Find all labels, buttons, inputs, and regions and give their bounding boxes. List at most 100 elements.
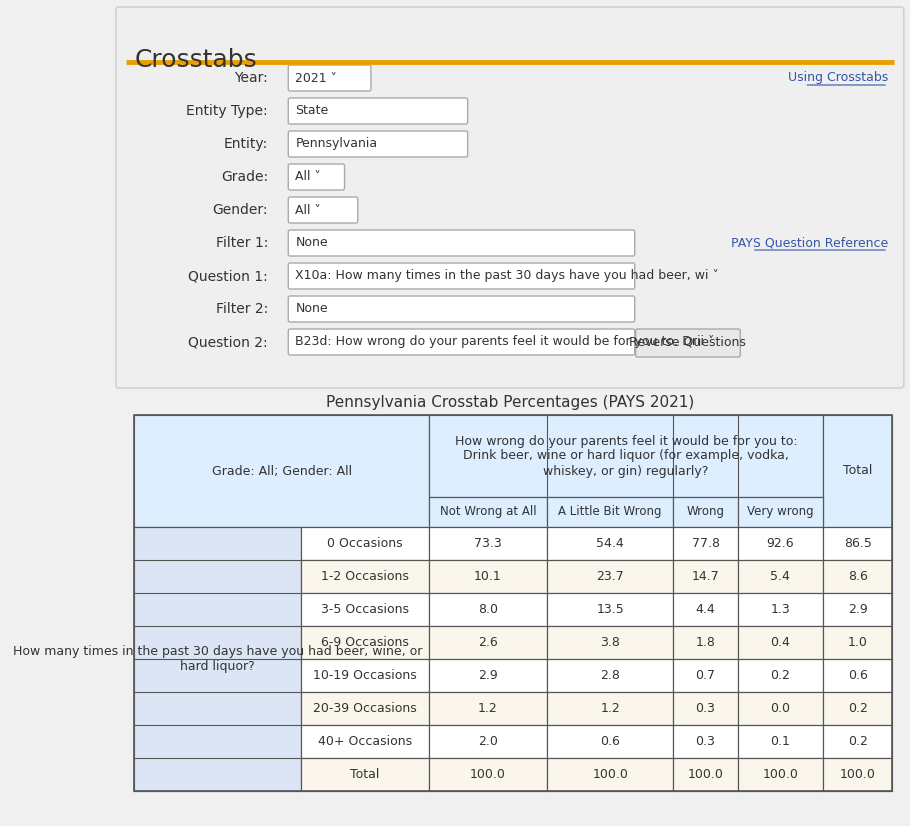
Text: Grade: All; Gender: All: Grade: All; Gender: All — [212, 464, 352, 477]
Text: How wrong do your parents feel it would be for you to:
Drink beer, wine or hard : How wrong do your parents feel it would … — [455, 434, 797, 477]
Bar — [300, 725, 429, 758]
Text: Total: Total — [350, 768, 379, 781]
Text: Filter 1:: Filter 1: — [216, 236, 268, 250]
Text: 3.8: 3.8 — [601, 636, 620, 649]
Bar — [429, 497, 547, 527]
Text: 0.2: 0.2 — [771, 669, 790, 682]
Text: Total: Total — [843, 464, 873, 477]
FancyBboxPatch shape — [116, 7, 904, 388]
Text: 2.9: 2.9 — [848, 603, 867, 616]
Text: B23d: How wrong do your parents feel it would be for you to: Drii ˅: B23d: How wrong do your parents feel it … — [296, 335, 714, 349]
Bar — [300, 626, 429, 659]
Bar — [429, 659, 547, 692]
Text: 1.2: 1.2 — [601, 702, 620, 715]
Bar — [547, 527, 673, 560]
Bar — [673, 725, 738, 758]
Bar — [547, 560, 673, 593]
Text: Entity:: Entity: — [224, 137, 268, 151]
Text: State: State — [296, 105, 329, 117]
Bar — [673, 626, 738, 659]
Text: 3-5 Occasions: 3-5 Occasions — [320, 603, 409, 616]
Text: 77.8: 77.8 — [692, 537, 720, 550]
Text: 0.7: 0.7 — [695, 669, 715, 682]
Text: Pennsylvania Crosstab Percentages (PAYS 2021): Pennsylvania Crosstab Percentages (PAYS … — [326, 395, 694, 410]
Text: 13.5: 13.5 — [596, 603, 624, 616]
Text: Reverse Questions: Reverse Questions — [629, 335, 746, 349]
FancyBboxPatch shape — [288, 98, 468, 124]
Bar — [738, 626, 823, 659]
Bar — [429, 415, 823, 497]
FancyBboxPatch shape — [635, 329, 740, 357]
Text: 0.6: 0.6 — [601, 735, 620, 748]
Text: Grade:: Grade: — [221, 170, 268, 184]
Bar — [738, 725, 823, 758]
Text: 2.0: 2.0 — [478, 735, 498, 748]
Bar — [673, 497, 738, 527]
Bar — [738, 560, 823, 593]
Text: 10-19 Occasions: 10-19 Occasions — [313, 669, 417, 682]
FancyBboxPatch shape — [288, 329, 635, 355]
Bar — [547, 626, 673, 659]
Bar — [547, 725, 673, 758]
Bar — [823, 560, 893, 593]
FancyBboxPatch shape — [288, 263, 635, 289]
Text: 100.0: 100.0 — [592, 768, 628, 781]
Bar — [738, 593, 823, 626]
Text: 1-2 Occasions: 1-2 Occasions — [321, 570, 409, 583]
Text: 8.0: 8.0 — [478, 603, 498, 616]
Bar — [300, 593, 429, 626]
FancyBboxPatch shape — [288, 65, 371, 91]
Bar — [135, 527, 300, 791]
Text: 0.0: 0.0 — [770, 702, 790, 715]
FancyBboxPatch shape — [288, 131, 468, 157]
Bar — [429, 725, 547, 758]
Text: 0.2: 0.2 — [848, 735, 867, 748]
Bar — [823, 758, 893, 791]
Bar — [429, 560, 547, 593]
Bar — [547, 692, 673, 725]
Bar — [673, 527, 738, 560]
Bar — [738, 758, 823, 791]
Text: 0.4: 0.4 — [771, 636, 790, 649]
Text: 14.7: 14.7 — [692, 570, 720, 583]
Text: 1.0: 1.0 — [848, 636, 867, 649]
Bar — [823, 692, 893, 725]
Text: None: None — [296, 302, 328, 316]
Text: 6-9 Occasions: 6-9 Occasions — [321, 636, 409, 649]
Text: 2.9: 2.9 — [478, 669, 498, 682]
Bar — [673, 758, 738, 791]
Text: Pennsylvania: Pennsylvania — [296, 137, 378, 150]
Bar — [429, 758, 547, 791]
Bar — [300, 692, 429, 725]
Text: 100.0: 100.0 — [688, 768, 723, 781]
FancyBboxPatch shape — [288, 230, 635, 256]
Text: 100.0: 100.0 — [470, 768, 506, 781]
Text: Wrong: Wrong — [686, 506, 724, 519]
Text: 0 Occasions: 0 Occasions — [327, 537, 402, 550]
Text: 0.6: 0.6 — [848, 669, 867, 682]
Bar — [135, 415, 893, 791]
Bar — [823, 527, 893, 560]
Bar — [429, 626, 547, 659]
Bar — [738, 497, 823, 527]
Text: Filter 2:: Filter 2: — [216, 302, 268, 316]
Text: X10a: How many times in the past 30 days have you had beer, wi ˅: X10a: How many times in the past 30 days… — [296, 269, 719, 282]
Bar — [429, 692, 547, 725]
Bar — [823, 659, 893, 692]
Text: Question 1:: Question 1: — [188, 269, 268, 283]
Text: 23.7: 23.7 — [596, 570, 624, 583]
Text: Year:: Year: — [234, 71, 268, 85]
Text: Crosstabs: Crosstabs — [135, 48, 258, 72]
Text: 100.0: 100.0 — [840, 768, 875, 781]
Text: How many times in the past 30 days have you had beer, wine, or hard liquor?: How many times in the past 30 days have … — [13, 645, 422, 673]
Bar — [429, 593, 547, 626]
Text: Gender:: Gender: — [213, 203, 268, 217]
Text: All ˅: All ˅ — [296, 170, 321, 183]
Text: None: None — [296, 236, 328, 249]
Text: 0.3: 0.3 — [695, 702, 715, 715]
Text: Very wrong: Very wrong — [747, 506, 814, 519]
Bar — [738, 659, 823, 692]
Text: 92.6: 92.6 — [766, 537, 794, 550]
Text: 1.3: 1.3 — [771, 603, 790, 616]
FancyBboxPatch shape — [288, 164, 345, 190]
